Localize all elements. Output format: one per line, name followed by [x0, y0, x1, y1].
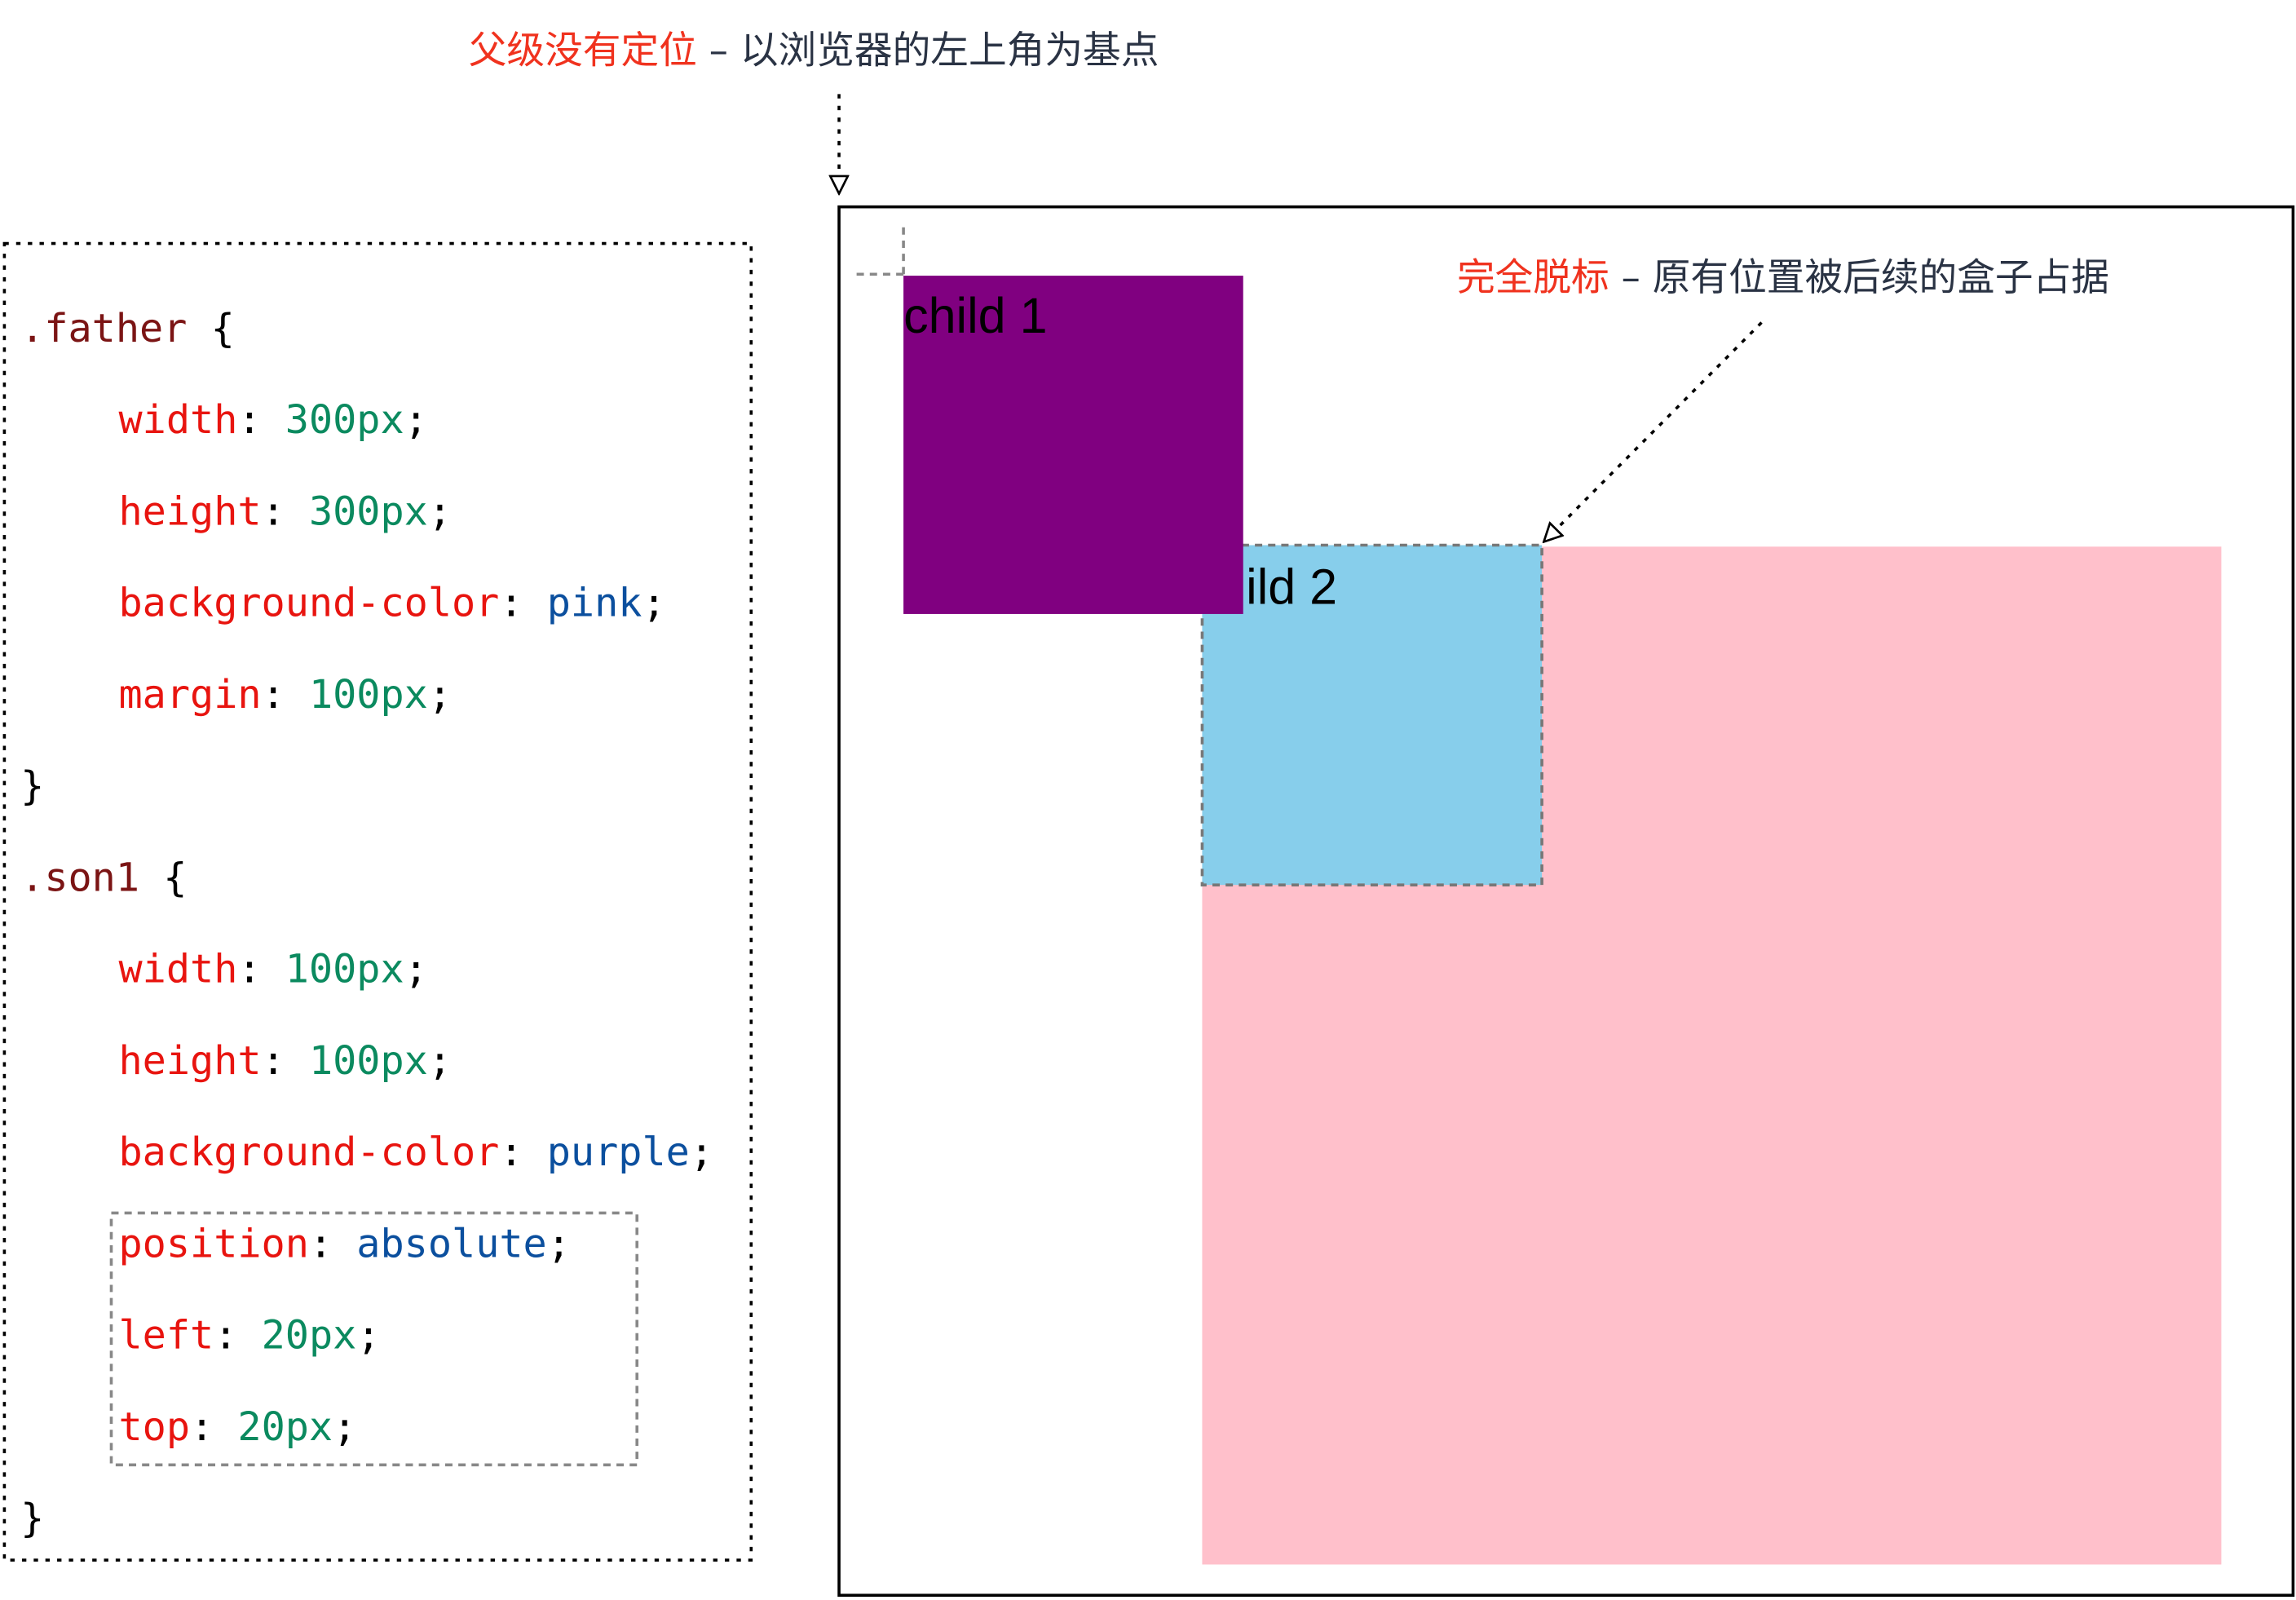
code-property: background-color [118, 581, 499, 626]
code-punct: : [237, 397, 285, 443]
code-line: } [20, 1496, 44, 1541]
code-punct: : [190, 1404, 237, 1450]
code-punct: : [214, 1313, 261, 1359]
code-punct: : [262, 1038, 309, 1084]
code-punct: ; [404, 947, 428, 992]
code-punct: } [20, 1496, 44, 1541]
code-value: 100px [309, 672, 428, 718]
code-line: .son1 { [20, 855, 187, 900]
code-value: purple [547, 1129, 690, 1175]
annotation-highlight: 父级没有定位 [469, 29, 697, 73]
code-property: margin [118, 672, 261, 718]
code-punct: : [499, 581, 546, 626]
code-value: 300px [309, 488, 428, 534]
code-punct: { [139, 855, 187, 900]
code-line: height: 100px; [118, 1038, 452, 1084]
code-property: width [118, 397, 237, 443]
annotation-text: – 原有位置被后续的盒子占据 [1609, 256, 2109, 300]
code-value: 300px [285, 397, 404, 443]
annotation-highlight: 完全脱标 [1457, 256, 1609, 300]
code-punct: ; [428, 672, 452, 718]
code-value: 100px [285, 947, 404, 992]
code-line: } [20, 763, 44, 809]
code-value: 20px [237, 1404, 333, 1450]
code-punct: } [20, 763, 44, 809]
annotation: 完全脱标 – 原有位置被后续的盒子占据 [1457, 256, 2109, 300]
code-punct: : [262, 672, 309, 718]
code-punct: ; [547, 1221, 571, 1266]
code-punct: : [309, 1221, 356, 1266]
code-line: height: 300px; [118, 488, 452, 534]
annotation-text: – 以浏览器的左上角为基点 [697, 29, 1159, 73]
code-punct: ; [642, 581, 665, 626]
code-value: absolute [356, 1221, 546, 1266]
code-line: .father { [20, 306, 235, 351]
son2-box [1200, 543, 1543, 886]
code-property: background-color [118, 1129, 499, 1175]
code-punct: ; [333, 1404, 356, 1450]
code-property: height [118, 488, 261, 534]
highlight-box [109, 1211, 639, 1467]
code-property: height [118, 1038, 261, 1084]
code-punct: ; [404, 397, 428, 443]
code-line: position: absolute; [118, 1221, 570, 1266]
code-line: margin: 100px; [118, 672, 452, 718]
code-panel [2, 241, 753, 1562]
code-punct: ; [428, 488, 452, 534]
code-punct: : [499, 1129, 546, 1175]
code-punct: ; [428, 1038, 452, 1084]
annotation: 父级没有定位 – 以浏览器的左上角为基点 [469, 29, 1159, 73]
code-value: 100px [309, 1038, 428, 1084]
code-punct: : [262, 488, 309, 534]
code-line: width: 100px; [118, 947, 427, 992]
code-line: background-color: purple; [118, 1129, 713, 1175]
box-label: child 1 [903, 288, 1047, 343]
code-value: pink [547, 581, 642, 626]
code-property: top [118, 1404, 190, 1450]
code-line: width: 300px; [118, 397, 427, 443]
code-property: left [118, 1313, 214, 1359]
code-punct: { [187, 306, 234, 351]
code-property: position [118, 1221, 308, 1266]
code-line: background-color: pink; [118, 581, 665, 626]
code-property: width [118, 947, 237, 992]
arrow [1545, 321, 1763, 541]
code-punct: ; [356, 1313, 380, 1359]
son1-box [903, 276, 1243, 614]
code-selector: .son1 [20, 855, 139, 900]
code-punct: ; [690, 1129, 713, 1175]
code-line: top: 20px; [118, 1404, 356, 1450]
code-punct: : [237, 947, 285, 992]
code-value: 20px [262, 1313, 357, 1359]
code-selector: .father [20, 306, 187, 351]
code-line: left: 20px; [118, 1313, 380, 1359]
code-block: .father {width: 300px;height: 300px;back… [20, 306, 713, 1541]
